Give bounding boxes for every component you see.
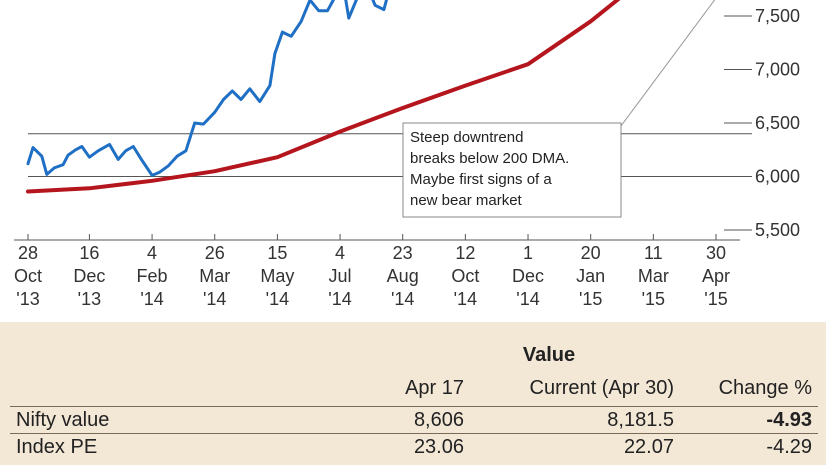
row-label: Nifty value <box>10 406 280 434</box>
x-tick-label: 4 Feb '14 <box>137 243 168 309</box>
reference-lines <box>28 133 752 177</box>
y-tick-label: 7,000 <box>755 60 800 80</box>
y-tick-label: 5,500 <box>755 220 800 240</box>
y-tick-label: 7,500 <box>755 6 800 26</box>
y-tick-label: 6,000 <box>755 167 800 187</box>
cell-apr17: 8,606 <box>280 406 470 434</box>
dma-200-line <box>26 0 621 194</box>
col-header-current: Current (Apr 30) <box>529 376 675 399</box>
series-layer <box>26 0 621 194</box>
y-tick-label: 6,500 <box>755 113 800 133</box>
summary-table: Value Apr 17 Current (Apr 30) Change % N… <box>10 340 818 460</box>
nifty-chart: 5,500 6,000 6,500 7,000 7,500 28 Oct '13 16 Dec '… <box>14 0 800 309</box>
x-tick-label: 30 Apr '15 <box>702 243 730 309</box>
cell-current: 22.07 <box>470 433 680 460</box>
cell-current: 8,181.5 <box>470 406 680 434</box>
x-tick-label: 26 Mar '14 <box>199 243 230 309</box>
cell-apr17: 23.06 <box>280 433 470 460</box>
row-label: Index PE <box>10 433 280 460</box>
x-tick-label: 11 Mar '15 <box>638 243 669 309</box>
x-tick-label: 28 Oct '13 <box>14 243 42 309</box>
x-tick-label: 12 Oct '14 <box>451 243 479 309</box>
cell-change: -4.29 <box>680 433 818 460</box>
x-tick-label: 4 Jul '14 <box>328 243 351 309</box>
x-tick-label: 1 Dec '14 <box>512 243 544 309</box>
summary-table-section: Value Apr 17 Current (Apr 30) Change % N… <box>0 322 826 465</box>
y-axis: 5,500 6,000 6,500 7,000 7,500 <box>724 6 800 240</box>
x-tick-label: 23 Aug '14 <box>387 243 419 309</box>
nifty-index-line <box>26 0 388 177</box>
cell-change: -4.93 <box>680 406 818 434</box>
col-header-apr17: Apr 17 <box>405 376 464 399</box>
x-tick-label: 20 Jan '15 <box>576 243 605 309</box>
annotation-text: Steep downtrend breaks below 200 DMA. Mayb… <box>410 129 569 209</box>
x-tick-label: 16 Dec '13 <box>73 243 105 309</box>
x-tick-label: 15 May '14 <box>260 243 294 309</box>
x-axis: 28 Oct '13 16 Dec '13 4 Feb '14 26 Mar '14 15 May '14 4… <box>14 234 740 309</box>
col-header-change: Change % <box>718 376 812 399</box>
annotation: Steep downtrend breaks below 200 DMA. Mayb… <box>402 0 716 218</box>
table-row: Index PE 23.06 22.07 -4.29 <box>10 433 818 460</box>
annotation-pointer <box>617 0 716 131</box>
value-group-header: Value <box>522 343 576 366</box>
annotation-box <box>402 122 622 218</box>
table-row: Nifty value 8,606 8,181.5 -4.93 <box>10 406 818 434</box>
